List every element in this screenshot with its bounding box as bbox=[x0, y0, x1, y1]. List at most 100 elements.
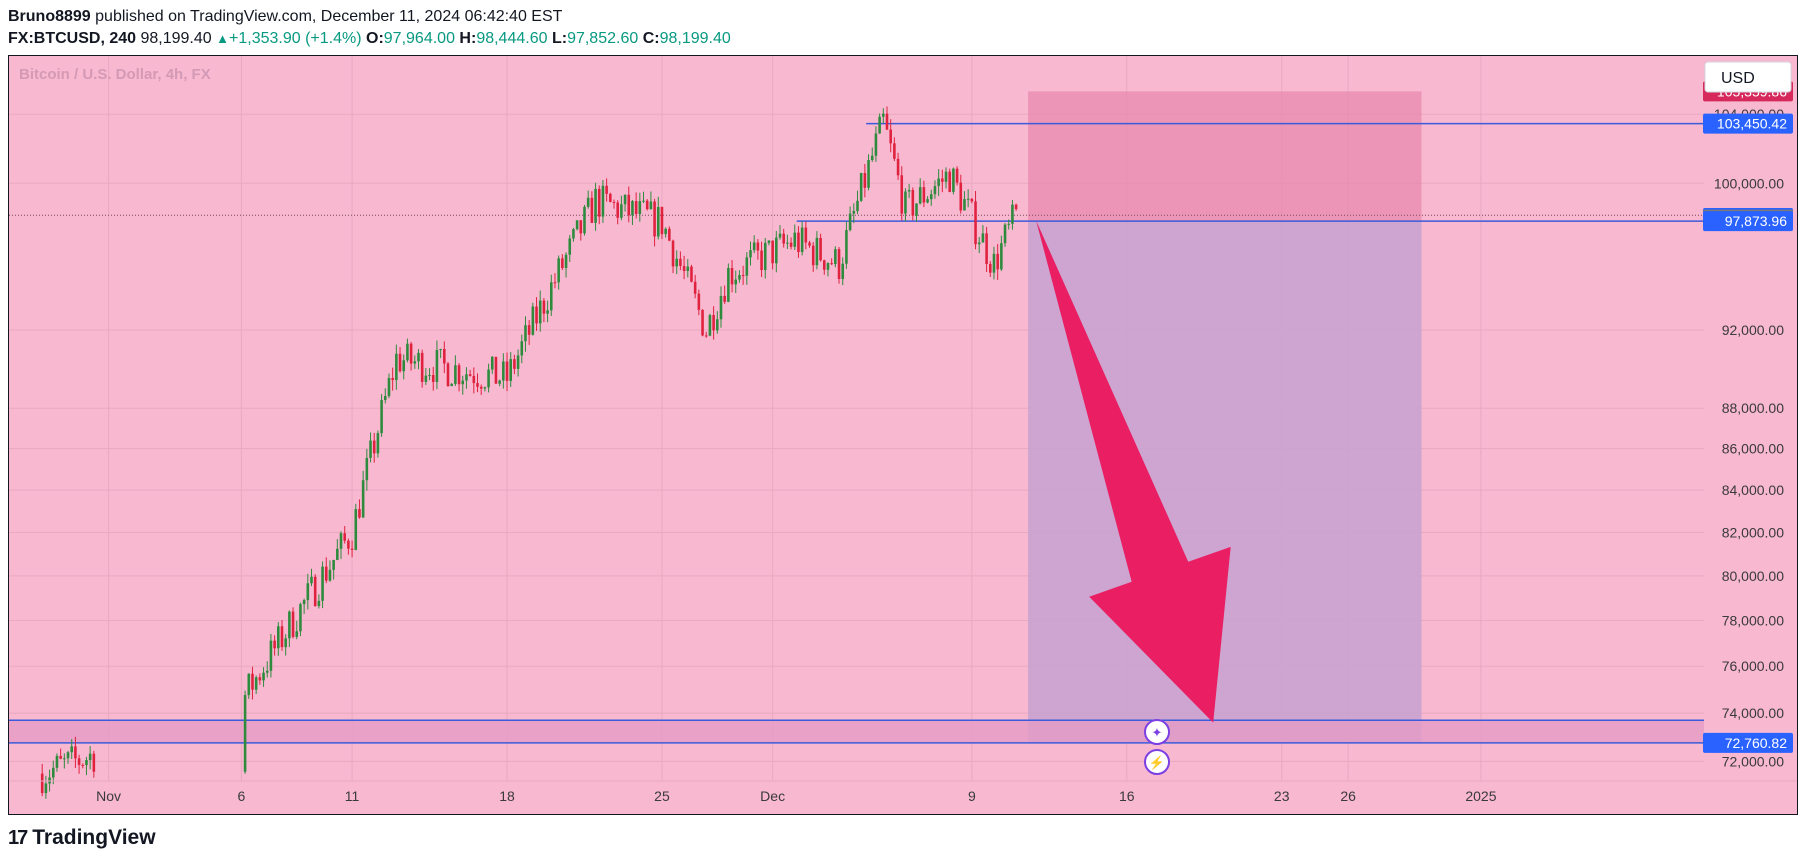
candle-body bbox=[324, 566, 328, 581]
candle-body bbox=[834, 249, 837, 265]
candle-body bbox=[763, 242, 767, 271]
level-lines bbox=[9, 122, 1704, 744]
candle-body bbox=[811, 245, 815, 266]
candle-body bbox=[336, 548, 339, 560]
candle-body bbox=[634, 201, 638, 215]
candle-body bbox=[941, 178, 944, 182]
price-badge-label: 72,760.82 bbox=[1725, 735, 1787, 751]
candle-body bbox=[247, 673, 251, 696]
chart-title: Bitcoin / U.S. Dollar, 4h, FX bbox=[19, 66, 211, 83]
candle-body bbox=[339, 533, 343, 549]
candle-body bbox=[952, 168, 955, 192]
candle-body bbox=[74, 746, 77, 759]
price-tick-label: 74,000.00 bbox=[1722, 705, 1784, 721]
candle-body bbox=[387, 377, 391, 397]
candle-body bbox=[830, 263, 833, 265]
candle-body bbox=[417, 352, 420, 362]
candle-body bbox=[730, 268, 734, 285]
close-value: 98,199.40 bbox=[659, 30, 731, 47]
candle-body bbox=[428, 375, 431, 377]
candle-body bbox=[284, 638, 287, 648]
candle-body bbox=[819, 237, 822, 261]
tradingview-mark-icon: 17 bbox=[8, 826, 28, 849]
candle-body bbox=[660, 206, 664, 235]
candle-body bbox=[656, 206, 660, 237]
candle-body bbox=[988, 263, 992, 273]
candle-body bbox=[767, 240, 771, 243]
candle-body bbox=[808, 242, 811, 246]
candle-body bbox=[948, 171, 952, 192]
candle-body bbox=[583, 206, 586, 234]
candle-body bbox=[966, 198, 970, 200]
candle-body bbox=[955, 168, 959, 183]
candle-body bbox=[749, 250, 752, 258]
candle-body bbox=[358, 509, 361, 518]
price-chart[interactable]: 72,000.00 74,000.00 76,000.00 78,000.00 80,0… bbox=[9, 56, 1797, 814]
candle-body bbox=[893, 143, 896, 159]
candle-body bbox=[88, 753, 92, 761]
candle-body bbox=[59, 755, 62, 759]
candle-body bbox=[977, 242, 981, 245]
tradingview-logo[interactable]: 17 TradingView bbox=[8, 826, 156, 850]
candle-body bbox=[756, 242, 760, 251]
candle-body bbox=[372, 440, 376, 454]
candle-body bbox=[310, 576, 313, 584]
price-tick-label: 92,000.00 bbox=[1722, 322, 1784, 338]
candle-body bbox=[258, 677, 262, 681]
candle-body bbox=[682, 266, 686, 271]
candle-body bbox=[575, 220, 579, 230]
candle-body bbox=[675, 258, 679, 267]
stop-loss-zone bbox=[1028, 91, 1422, 222]
candle-body bbox=[638, 201, 642, 215]
candle-body bbox=[929, 194, 933, 200]
price-badge-label: 97,873.96 bbox=[1725, 213, 1787, 229]
candle-body bbox=[435, 350, 439, 382]
candle-body bbox=[568, 238, 572, 255]
currency-button[interactable]: USD bbox=[1704, 61, 1792, 93]
candle-body bbox=[837, 249, 841, 280]
candle-body bbox=[848, 213, 852, 231]
candle-body bbox=[406, 343, 409, 361]
candle-body bbox=[369, 440, 372, 458]
candle-body bbox=[623, 194, 627, 205]
candle-body bbox=[321, 566, 324, 601]
candle-body bbox=[538, 300, 542, 324]
candle-body bbox=[446, 363, 450, 387]
candle-body bbox=[878, 116, 881, 134]
candle-body bbox=[472, 375, 476, 384]
chart-panel[interactable]: 72,000.00 74,000.00 76,000.00 78,000.00 80,0… bbox=[8, 55, 1798, 815]
time-tick-label: 16 bbox=[1119, 788, 1135, 804]
alert-bolt-button[interactable]: ⚡ bbox=[1144, 749, 1170, 775]
high-value: 98,444.60 bbox=[476, 30, 548, 47]
candle-body bbox=[361, 480, 365, 518]
candle-body bbox=[561, 258, 564, 268]
candle-body bbox=[391, 377, 394, 381]
candle-body bbox=[904, 191, 907, 214]
candle-body bbox=[409, 343, 413, 364]
candle-body bbox=[896, 158, 900, 176]
candle-body bbox=[845, 230, 848, 264]
price-axis: 72,000.00 74,000.00 76,000.00 78,000.00 80,0… bbox=[1703, 81, 1793, 769]
arrow-shape bbox=[1036, 220, 1231, 723]
candle-body bbox=[398, 353, 402, 372]
candle-body bbox=[752, 242, 756, 251]
candle-body bbox=[413, 361, 417, 364]
author-name: Bruno8899 bbox=[8, 8, 91, 25]
candle-body bbox=[251, 673, 254, 690]
candle-body bbox=[350, 548, 354, 550]
candle-body bbox=[505, 361, 509, 381]
candle-body bbox=[690, 266, 693, 282]
candle-body bbox=[937, 178, 940, 187]
candle-body bbox=[243, 695, 247, 772]
candle-body bbox=[786, 242, 789, 244]
time-tick-label: 25 bbox=[654, 788, 670, 804]
candle-body bbox=[900, 175, 904, 214]
time-tick-label: 23 bbox=[1274, 788, 1290, 804]
price-tick-label: 100,000.00 bbox=[1714, 175, 1784, 191]
candle-body bbox=[922, 187, 926, 203]
candle-body bbox=[933, 186, 937, 195]
currency-label[interactable]: USD bbox=[1721, 70, 1755, 87]
ai-sparkle-button[interactable]: ✦ bbox=[1144, 719, 1170, 745]
candle-body bbox=[546, 310, 549, 314]
candle-body bbox=[280, 626, 284, 648]
